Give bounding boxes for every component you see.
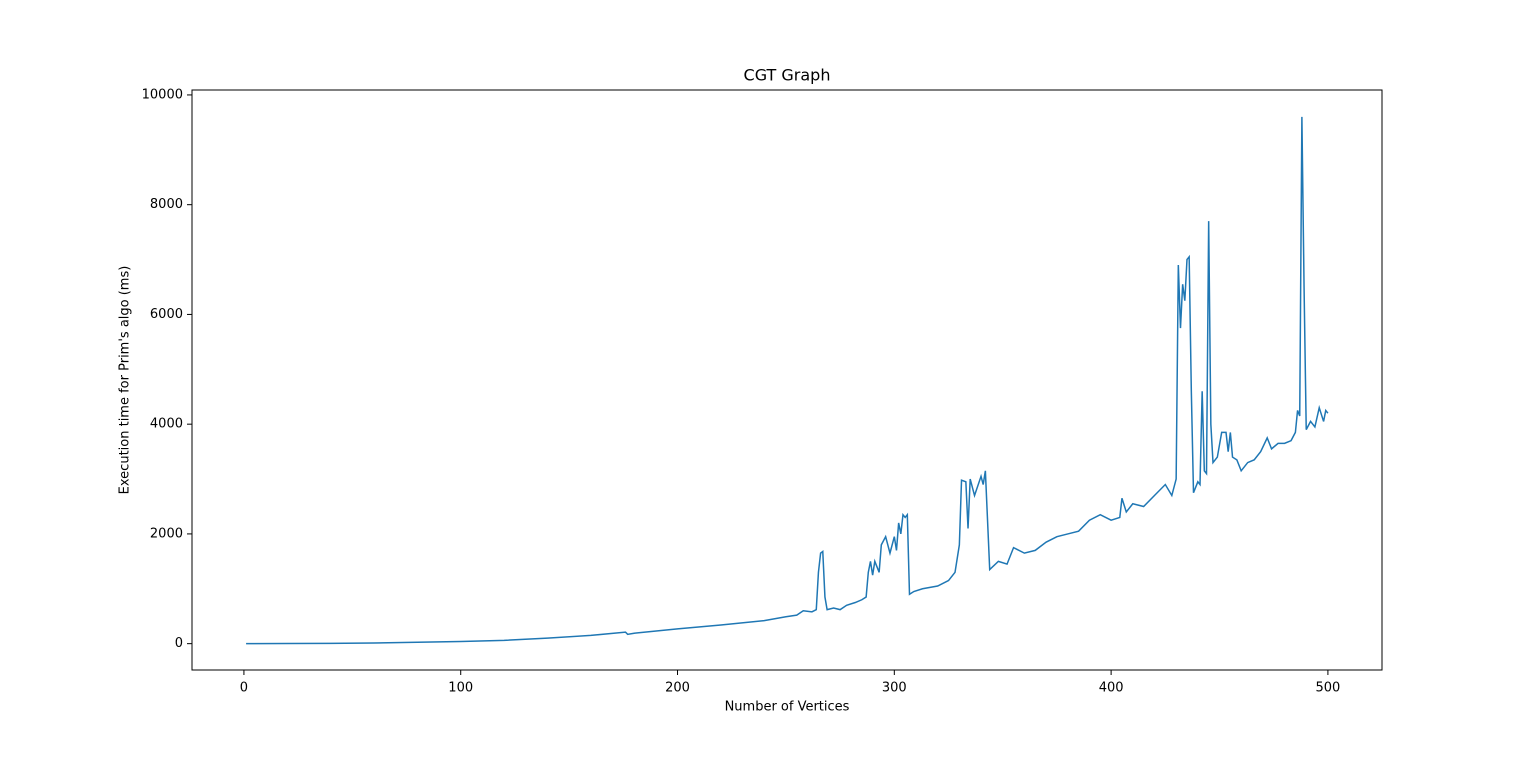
y-axis-label: Execution time for Prim's algo (ms): [118, 266, 133, 495]
y-tick-label: 0: [175, 636, 183, 651]
x-tick-label: 500: [1315, 681, 1340, 696]
plot-frame: [191, 89, 1383, 671]
x-tick-label: 300: [882, 681, 907, 696]
y-tick-label: 10000: [142, 87, 183, 102]
y-tick-label: 8000: [150, 197, 183, 212]
y-tick-label: 6000: [150, 307, 183, 322]
x-axis-label: Number of Vertices: [725, 700, 850, 715]
y-tick-label: 2000: [150, 526, 183, 541]
x-tick-label: 100: [448, 681, 473, 696]
x-tick-label: 400: [1099, 681, 1124, 696]
y-tick-label: 4000: [150, 417, 183, 432]
x-tick-label: 200: [665, 681, 690, 696]
x-tick-label: 0: [240, 681, 248, 696]
chart-title: CGT Graph: [744, 66, 831, 85]
data-line: [246, 116, 1329, 645]
